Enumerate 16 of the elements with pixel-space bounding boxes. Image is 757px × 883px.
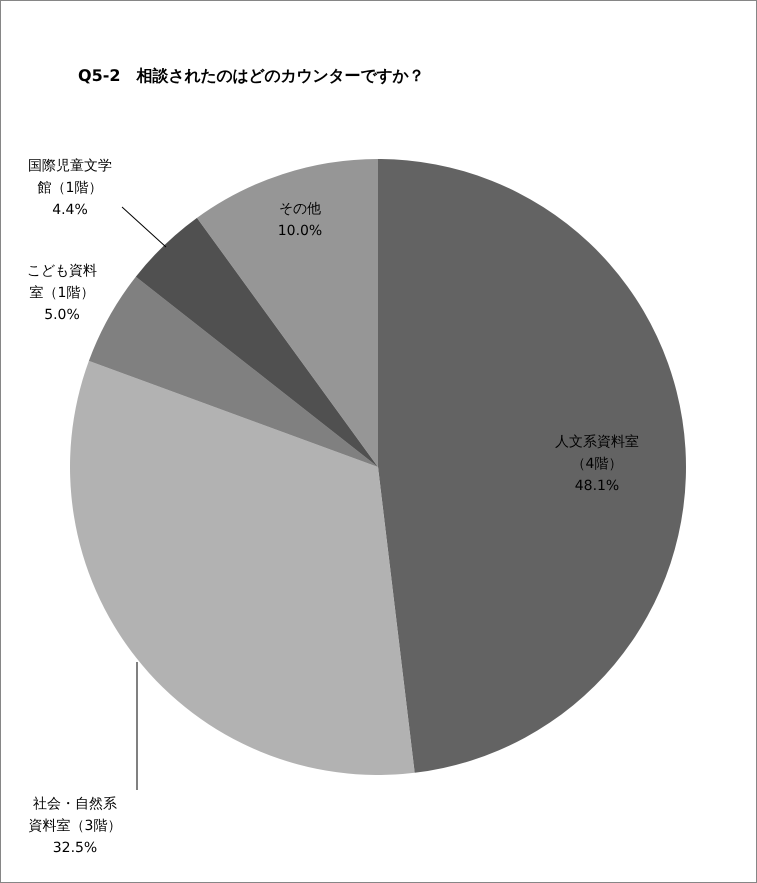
- data-label: 32.5%: [52, 840, 98, 856]
- pie-slice: [88, 276, 378, 467]
- data-label: 5.0%: [44, 307, 80, 323]
- slice-label: こども資料室（1階）: [27, 263, 97, 301]
- pie-slice: [378, 159, 686, 773]
- chart-title: Q5-2 相談されたのはどのカウンターですか？: [78, 66, 425, 85]
- slice-label: 社会・自然系資料室（3階）: [28, 796, 122, 834]
- slice-label: 人文系資料室（4階）: [555, 434, 639, 472]
- data-label: 4.4%: [52, 202, 88, 218]
- slice-label: その他: [279, 201, 321, 217]
- pie-slice: [70, 360, 415, 775]
- pie-slice: [136, 218, 378, 467]
- pie-slice: [196, 159, 378, 467]
- data-label: 10.0%: [278, 223, 322, 239]
- slice-label: 国際児童文学館（1階）: [28, 158, 112, 196]
- data-label: 48.1%: [574, 478, 620, 494]
